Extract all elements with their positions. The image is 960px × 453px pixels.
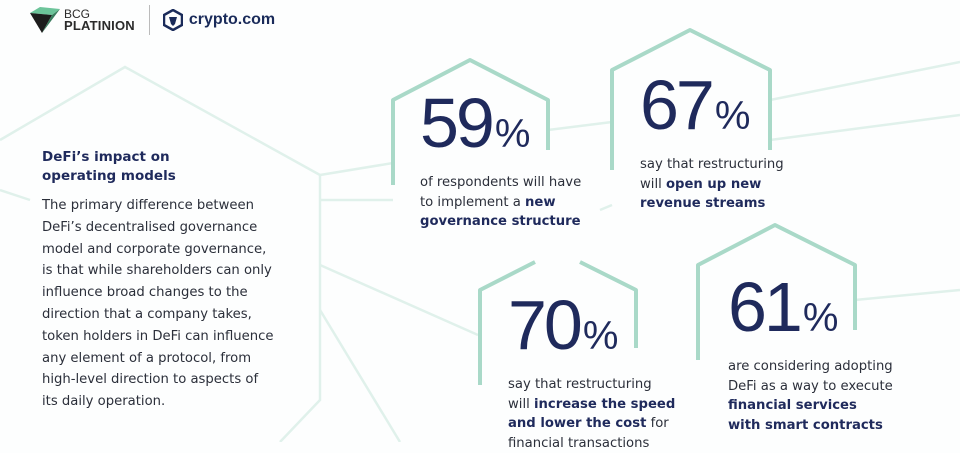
description-text: DeFi as a way to execute (728, 379, 893, 394)
description-text: for (646, 416, 668, 431)
emphasis-text: increase the speed (534, 397, 675, 412)
crypto-com-text: crypto.com (189, 11, 275, 29)
emphasis-text: revenue streams (640, 196, 765, 211)
description-line: say that restructuring (508, 375, 675, 395)
description-line: will open up new (640, 175, 784, 195)
logo-divider (149, 5, 150, 35)
description-line: to implement a new (420, 193, 581, 213)
intro-section: DeFi’s impact on operating models The pr… (42, 148, 342, 413)
crypto-com-logo: crypto.com (163, 9, 275, 31)
percent-sign: % (715, 94, 751, 138)
description-line: governance structure (420, 212, 581, 232)
percent-sign: % (803, 296, 839, 340)
stat-67: 67% say that restructuring will open up ne… (640, 70, 784, 214)
stat-61: 61% are considering adopting DeFi as a way… (728, 272, 893, 435)
emphasis-text: new (525, 195, 556, 210)
description-text: financial transactions (508, 436, 649, 451)
description-text: to implement a (420, 195, 525, 210)
stat-number: 59 (420, 84, 492, 162)
stat-70: 70% say that restructuring will increase t… (508, 290, 675, 453)
platinion-text: PLATINION (64, 20, 135, 32)
emphasis-text: open up new (666, 177, 761, 192)
description-line: and lower the cost for (508, 414, 675, 434)
header-logos: BCG PLATINION crypto.com (30, 5, 275, 35)
percent-sign: % (495, 112, 531, 156)
description-line: with smart contracts (728, 416, 893, 436)
emphasis-text: governance structure (420, 214, 581, 229)
description-text: say that restructuring (640, 157, 784, 172)
description-text: will (640, 177, 666, 192)
stat-number: 67 (640, 66, 712, 144)
stat-value: 61% (728, 272, 893, 353)
description-line: revenue streams (640, 194, 784, 214)
intro-body: The primary difference between DeFi’s de… (42, 195, 342, 413)
bcg-platinion-logo: BCG PLATINION (30, 7, 135, 33)
stat-description: say that restructuring will increase the … (508, 375, 675, 453)
description-text: say that restructuring (508, 377, 652, 392)
description-line: DeFi as a way to execute (728, 377, 893, 397)
description-text: are considering adopting (728, 359, 893, 374)
description-text: will (508, 397, 534, 412)
emphasis-text: with smart contracts (728, 418, 883, 433)
stat-value: 70% (508, 290, 675, 371)
stat-value: 67% (640, 70, 784, 151)
crypto-com-shield-icon (163, 9, 183, 31)
stat-description: are considering adopting DeFi as a way to… (728, 357, 893, 435)
description-line: will increase the speed (508, 395, 675, 415)
bcg-diamond-icon (30, 7, 60, 33)
stat-number: 61 (728, 268, 800, 346)
percent-sign: % (583, 314, 619, 358)
stat-59: 59% of respondents will have to implement … (420, 88, 581, 232)
emphasis-text: financial services (728, 398, 857, 413)
emphasis-text: and lower the cost (508, 416, 646, 431)
stat-description: of respondents will have to implement a n… (420, 173, 581, 232)
description-line: say that restructuring (640, 155, 784, 175)
description-line: of respondents will have (420, 173, 581, 193)
stat-value: 59% (420, 88, 581, 169)
intro-title: DeFi’s impact on operating models (42, 148, 202, 186)
description-text: of respondents will have (420, 175, 581, 190)
description-line: are considering adopting (728, 357, 893, 377)
description-line: financial transactions (508, 434, 675, 453)
description-line: financial services (728, 396, 893, 416)
stat-number: 70 (508, 286, 580, 364)
